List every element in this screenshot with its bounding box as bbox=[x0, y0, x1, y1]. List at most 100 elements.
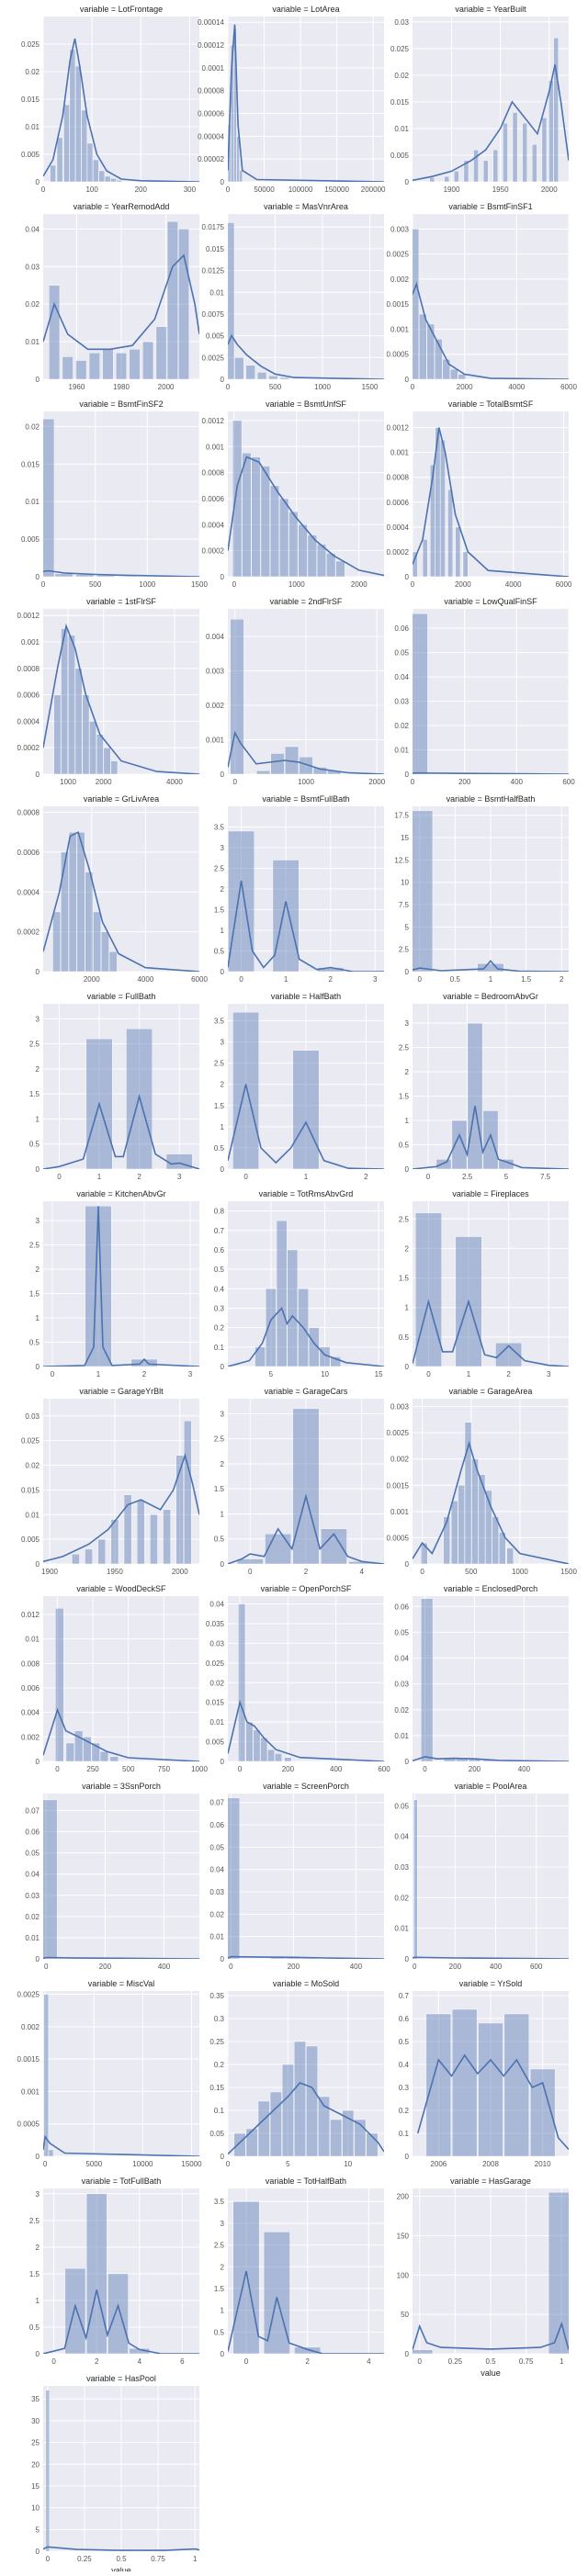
histogram-bar bbox=[123, 1494, 132, 1564]
y-tick-label: 0.03 bbox=[394, 1681, 409, 1689]
x-tick-label: 750 bbox=[158, 1765, 171, 1773]
y-tick-label: 0.0125 bbox=[202, 267, 225, 276]
y-tick-label: 0 bbox=[220, 376, 225, 384]
histogram-bar bbox=[435, 1159, 452, 1169]
y-tick-label: 0 bbox=[220, 573, 225, 581]
x-tick-label: 200 bbox=[99, 1963, 112, 1971]
x-tick-label: 4000 bbox=[508, 383, 525, 391]
y-tick-label: 0.6 bbox=[214, 1246, 225, 1254]
panel-title: variable = KitchenAbvGr bbox=[76, 1189, 165, 1198]
histogram-bar bbox=[440, 439, 446, 577]
y-tick-label: 2.5 bbox=[214, 1435, 225, 1444]
y-tick-label: 0.0002 bbox=[202, 547, 225, 556]
histogram-bar bbox=[477, 963, 504, 972]
histogram-bar bbox=[284, 1757, 292, 1761]
y-tick-label: 3 bbox=[405, 1019, 410, 1028]
histogram-bar bbox=[91, 1742, 100, 1761]
histogram-bar bbox=[265, 1534, 292, 1564]
x-tick-label: 0.25 bbox=[77, 2555, 92, 2563]
histogram-bar bbox=[48, 2149, 54, 2156]
x-tick-label: 0.5 bbox=[450, 975, 461, 984]
x-tick-label: 400 bbox=[518, 1765, 531, 1773]
panel: 0 0.1 0.2 0.3 0.4 0.5 0.6 0.7 2006 2008 2010 variab… bbox=[399, 1979, 569, 2168]
panel-title: variable = YrSold bbox=[459, 1979, 523, 1988]
y-tick-label: 0.2 bbox=[214, 1324, 225, 1333]
y-tick-label: 0.1 bbox=[214, 1344, 225, 1352]
x-tick-label: 100 bbox=[85, 186, 98, 194]
histogram-bar bbox=[53, 694, 62, 774]
y-tick-label: 0.01 bbox=[394, 125, 409, 133]
y-tick-label: 15 bbox=[401, 834, 409, 842]
panel-title: variable = Fireplaces bbox=[452, 1189, 529, 1198]
y-tick-label: 0.0008 bbox=[387, 474, 410, 482]
y-tick-label: 0 bbox=[36, 1165, 40, 1174]
panel: 0 0.005 0.01 0.015 0.02 0.025 0 100 200 300 variab… bbox=[21, 5, 199, 194]
panel: 0 0.005 0.01 0.015 0.02 0.025 0.03 0.035 0.04 0 20… bbox=[206, 1584, 390, 1773]
histogram-bar bbox=[68, 831, 77, 972]
panel-background bbox=[413, 17, 569, 182]
x-tick-label: 2 bbox=[304, 1568, 309, 1576]
plot-area bbox=[43, 220, 199, 379]
x-tick-label: 400 bbox=[511, 778, 524, 786]
y-tick-label: 12.5 bbox=[394, 856, 409, 864]
y-tick-label: 0.01 bbox=[209, 288, 224, 297]
x-tick-label: 200 bbox=[458, 778, 471, 786]
y-tick-label: 1.5 bbox=[214, 1485, 225, 1493]
y-tick-label: 0.0006 bbox=[202, 495, 225, 503]
y-tick-label: 0.5 bbox=[214, 2328, 225, 2336]
plot-area bbox=[228, 1797, 384, 1959]
histogram-bar bbox=[93, 911, 101, 972]
kde-line bbox=[43, 569, 199, 577]
histogram-bar bbox=[68, 635, 75, 774]
x-tick-label: 2 bbox=[305, 2357, 310, 2366]
kde-line bbox=[413, 771, 569, 774]
histogram-bar bbox=[354, 2119, 367, 2156]
y-tick-label: 0.005 bbox=[206, 332, 225, 341]
histogram-bar bbox=[43, 1799, 58, 1959]
y-tick-label: 0.5 bbox=[214, 948, 225, 956]
panel-title: variable = FullBath bbox=[87, 992, 156, 1001]
y-tick-label: 1.5 bbox=[399, 1275, 410, 1283]
y-tick-label: 0.01 bbox=[209, 1718, 224, 1727]
histogram-bar bbox=[413, 2349, 434, 2354]
y-tick-label: 0.04 bbox=[25, 225, 40, 233]
x-tick-label: 600 bbox=[562, 778, 575, 786]
y-tick-label: 0.4 bbox=[214, 1285, 225, 1293]
y-tick-label: 0.015 bbox=[21, 1486, 40, 1494]
histogram-bar bbox=[98, 170, 105, 182]
histogram-bar bbox=[548, 2192, 569, 2354]
panel-background bbox=[413, 1399, 569, 1564]
histogram-bar bbox=[281, 2064, 294, 2156]
histogram-bar bbox=[426, 323, 435, 379]
x-tick-label: 5 bbox=[269, 1370, 274, 1378]
plot-area bbox=[228, 420, 384, 577]
y-tick-label: 0.05 bbox=[394, 1802, 409, 1810]
histogram-bar bbox=[166, 220, 178, 379]
panel: 0 0.0005 0.001 0.0015 0.002 0.0025 0.003 0 500 10… bbox=[387, 1387, 578, 1576]
plot-area bbox=[43, 831, 199, 972]
histogram-bar bbox=[471, 1458, 479, 1564]
x-tick-label: 1500 bbox=[191, 580, 208, 589]
histogram-bar bbox=[442, 358, 451, 379]
x-tick-label: 0 bbox=[418, 2357, 423, 2366]
histogram-bar bbox=[236, 136, 240, 182]
y-tick-label: 3.5 bbox=[214, 2198, 225, 2206]
panel: 0 0.01 0.02 0.03 0.04 0.05 0.06 0 200 400 variable… bbox=[394, 1584, 569, 1773]
y-tick-label: 0.2 bbox=[214, 2061, 225, 2069]
histogram-bar bbox=[464, 1422, 472, 1564]
x-tick-label: 3 bbox=[177, 1173, 182, 1181]
histogram-bar bbox=[178, 229, 189, 379]
x-tick-label: 1000 bbox=[191, 1765, 208, 1773]
panel: 0 0.01 0.02 0.03 0.04 0.05 0.06 0 200 400 600 varia… bbox=[394, 597, 575, 786]
y-tick-label: 0.01 bbox=[394, 747, 409, 755]
y-tick-label: 0.02 bbox=[25, 68, 40, 76]
y-tick-label: 0 bbox=[36, 376, 40, 384]
y-tick-label: 0.25 bbox=[209, 2038, 224, 2046]
x-tick-label: 0 bbox=[226, 2160, 231, 2168]
histogram-bar bbox=[49, 285, 61, 379]
panel: 0 0.5 1 1.5 2 2.5 3 3.5 0 1 2 variable = HalfBath bbox=[214, 992, 384, 1181]
histogram-bar bbox=[150, 1514, 158, 1564]
plot-area bbox=[43, 1994, 199, 2156]
y-tick-label: 1 bbox=[220, 1123, 225, 1131]
y-tick-label: 0.02 bbox=[394, 1894, 409, 1902]
